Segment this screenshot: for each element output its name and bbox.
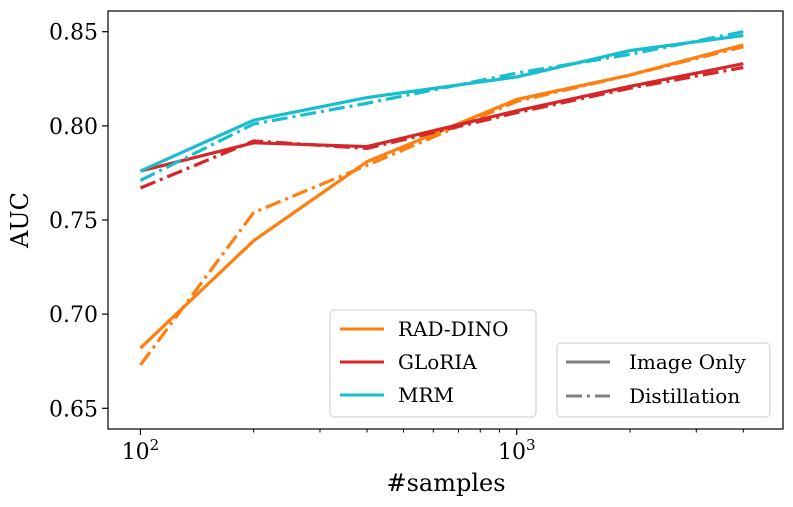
x-tick-label: 102: [122, 436, 160, 465]
legend-models-box: [329, 309, 537, 418]
y-axis-label: AUC: [6, 192, 34, 249]
ticks-layer: 0.65 0.70 0.75 0.80 0.85 102 103: [49, 21, 744, 465]
x-axis-label: #samples: [386, 469, 505, 497]
series-line-mrm-image-only: [139, 33, 744, 173]
plot-frame: [107, 10, 784, 430]
x-tick-label: 103: [498, 436, 536, 465]
legend-label-distillation: Distillation: [629, 384, 740, 408]
y-tick-label: 0.80: [49, 115, 98, 140]
y-tick-label: 0.85: [49, 21, 98, 46]
series-line-rad-dino-distillation: [139, 45, 744, 366]
series-line-gloria-distillation: [139, 65, 744, 190]
legend-label-mrm: MRM: [398, 383, 454, 407]
legend-methods-box: [556, 342, 771, 418]
series-layer: [139, 30, 744, 366]
legend-methods: Image Only Distillation: [556, 342, 771, 418]
legend-label-gloria: GLoRIA: [398, 350, 477, 374]
legend-label-rad-dino: RAD-DINO: [398, 317, 509, 341]
y-tick-label: 0.75: [49, 209, 98, 234]
legend-models: RAD-DINO GLoRIA MRM: [329, 309, 537, 418]
legend-label-image-only: Image Only: [629, 350, 746, 374]
y-tick-label: 0.70: [49, 303, 98, 328]
series-line-mrm-distillation: [139, 30, 744, 182]
y-tick-label: 0.65: [49, 397, 98, 422]
